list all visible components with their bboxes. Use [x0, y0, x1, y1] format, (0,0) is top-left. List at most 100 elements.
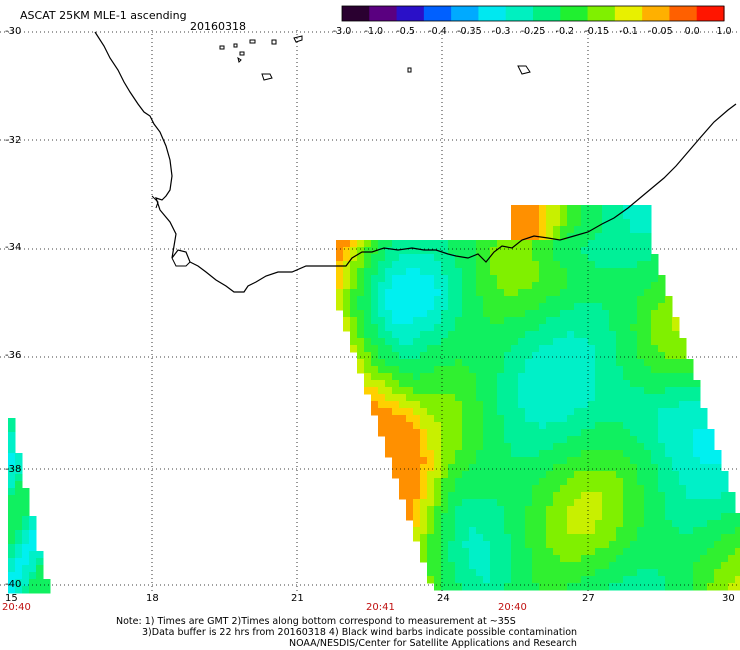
- wind-data-cell: [490, 338, 498, 346]
- wind-data-cell: [441, 450, 449, 458]
- wind-data-cell: [399, 471, 407, 479]
- wind-data-cell: [567, 583, 575, 591]
- wind-data-cell: [525, 324, 533, 332]
- wind-data-cell: [700, 485, 708, 493]
- wind-data-cell: [448, 478, 456, 486]
- wind-data-cell: [651, 380, 659, 388]
- wind-data-cell: [560, 352, 568, 360]
- wind-data-cell: [595, 429, 603, 437]
- wind-data-cell: [539, 310, 547, 318]
- wind-data-cell: [504, 583, 512, 591]
- wind-data-cell: [644, 436, 652, 444]
- wind-data-cell: [22, 537, 30, 545]
- wind-data-cell: [700, 569, 708, 577]
- wind-data-cell: [357, 254, 365, 262]
- wind-data-cell: [476, 583, 484, 591]
- wind-data-cell: [567, 408, 575, 416]
- wind-data-cell: [546, 506, 554, 514]
- wind-data-cell: [546, 296, 554, 304]
- wind-data-cell: [665, 450, 673, 458]
- wind-data-cell: [371, 401, 379, 409]
- wind-data-cell: [406, 282, 414, 290]
- wind-data-cell: [588, 583, 596, 591]
- wind-data-cell: [497, 254, 505, 262]
- wind-data-cell: [609, 478, 617, 486]
- wind-data-cell: [672, 317, 680, 325]
- wind-data-cell: [553, 310, 561, 318]
- wind-data-cell: [595, 226, 603, 234]
- wind-data-cell: [8, 502, 16, 510]
- wind-data-cell: [553, 485, 561, 493]
- wind-data-cell: [518, 212, 526, 220]
- wind-data-cell: [350, 268, 358, 276]
- wind-data-cell: [721, 555, 729, 563]
- wind-data-cell: [588, 324, 596, 332]
- wind-data-cell: [497, 240, 505, 248]
- wind-data-cell: [455, 534, 463, 542]
- wind-data-cell: [490, 450, 498, 458]
- wind-data-cell: [350, 310, 358, 318]
- wind-data-cell: [427, 352, 435, 360]
- wind-data-cell: [616, 366, 624, 374]
- wind-data-cell: [8, 558, 16, 566]
- wind-data-cell: [672, 352, 680, 360]
- wind-data-cell: [497, 331, 505, 339]
- wind-data-cell: [406, 247, 414, 255]
- wind-data-cell: [602, 394, 610, 402]
- wind-data-cell: [532, 576, 540, 584]
- wind-data-cell: [588, 471, 596, 479]
- wind-data-cell: [476, 520, 484, 528]
- wind-data-cell: [735, 527, 740, 535]
- wind-data-cell: [29, 558, 37, 566]
- wind-data-cell: [581, 373, 589, 381]
- colorbar-label: -1.0: [364, 26, 384, 37]
- wind-data-cell: [574, 324, 582, 332]
- wind-data-cell: [399, 261, 407, 269]
- wind-data-cell: [518, 317, 526, 325]
- wind-data-cell: [504, 562, 512, 570]
- wind-data-cell: [546, 345, 554, 353]
- colorbar-segment: [505, 6, 534, 21]
- wind-data-cell: [574, 233, 582, 241]
- wind-data-cell: [588, 247, 596, 255]
- wind-data-cell: [497, 289, 505, 297]
- wind-data-cell: [504, 429, 512, 437]
- wind-data-cell: [532, 219, 540, 227]
- wind-data-cell: [434, 457, 442, 465]
- wind-data-cell: [595, 247, 603, 255]
- wind-data-cell: [497, 373, 505, 381]
- wind-data-cell: [511, 506, 519, 514]
- wind-data-cell: [644, 261, 652, 269]
- wind-data-cell: [504, 478, 512, 486]
- wind-data-cell: [392, 345, 400, 353]
- wind-data-cell: [658, 296, 666, 304]
- wind-data-cell: [665, 338, 673, 346]
- wind-data-cell: [350, 296, 358, 304]
- wind-data-cell: [630, 471, 638, 479]
- wind-data-cell: [546, 317, 554, 325]
- wind-data-cell: [609, 457, 617, 465]
- wind-data-cell: [728, 548, 736, 556]
- wind-data-cell: [364, 345, 372, 353]
- wind-data-cell: [455, 401, 463, 409]
- wind-data-cell: [602, 240, 610, 248]
- wind-data-cell: [15, 579, 23, 587]
- wind-data-cell: [714, 478, 722, 486]
- wind-data-cell: [525, 527, 533, 535]
- wind-data-cell: [385, 331, 393, 339]
- wind-data-cell: [539, 513, 547, 521]
- wind-data-cell: [399, 436, 407, 444]
- wind-data-cell: [665, 359, 673, 367]
- wind-data-cell: [700, 548, 708, 556]
- wind-data-cell: [434, 478, 442, 486]
- wind-data-cell: [434, 576, 442, 584]
- wind-data-cell: [413, 499, 421, 507]
- wind-data-cell: [483, 387, 491, 395]
- wind-data-cell: [602, 275, 610, 283]
- wind-data-cell: [651, 450, 659, 458]
- wind-data-cell: [539, 380, 547, 388]
- wind-data-cell: [623, 324, 631, 332]
- wind-data-cell: [8, 586, 16, 594]
- wind-data-cell: [672, 576, 680, 584]
- wind-data-cell: [658, 443, 666, 451]
